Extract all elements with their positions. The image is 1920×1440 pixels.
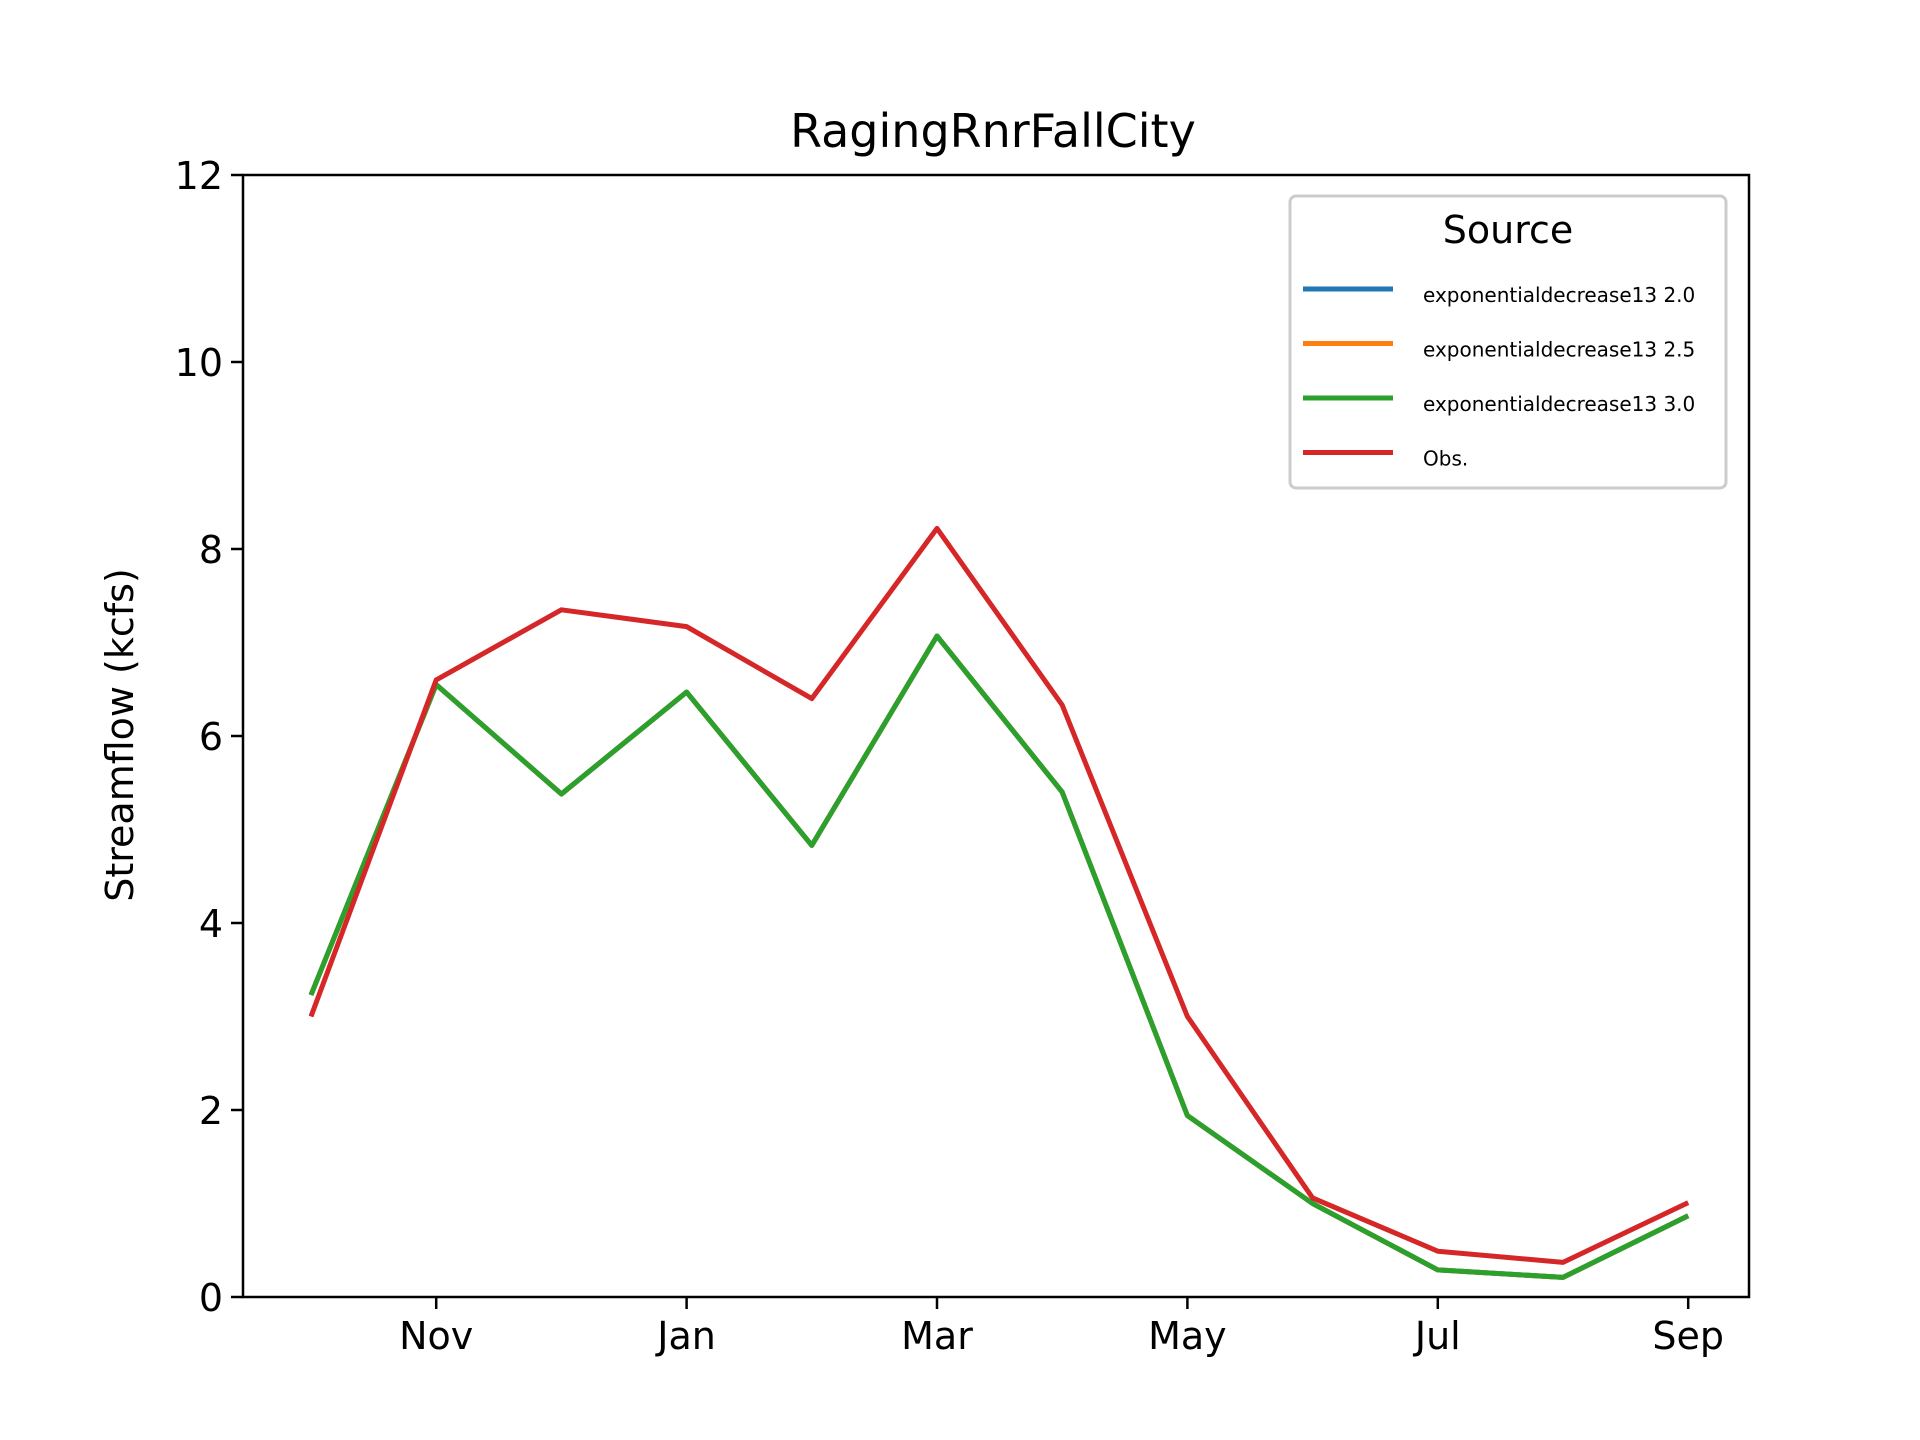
- legend-label: exponentialdecrease13 2.0: [1423, 283, 1695, 307]
- x-tick-label: Jan: [655, 1314, 716, 1358]
- x-tick-label: May: [1148, 1314, 1227, 1358]
- y-tick-label: 2: [199, 1089, 223, 1133]
- chart-title: RagingRnrFallCity: [790, 104, 1196, 158]
- legend-label: exponentialdecrease13 3.0: [1423, 392, 1695, 416]
- x-tick-label: Jul: [1413, 1314, 1461, 1358]
- y-tick-label: 0: [199, 1276, 223, 1320]
- legend-label: Obs.: [1423, 447, 1468, 471]
- plot-frame: [241, 173, 1751, 1299]
- x-tick-label: Mar: [901, 1314, 973, 1358]
- legend-box: [1288, 194, 1728, 490]
- y-tick-label: 8: [199, 528, 223, 572]
- y-tick-label: 6: [199, 715, 223, 759]
- y-tick-label: 10: [175, 341, 223, 385]
- y-tick-label: 4: [199, 902, 223, 946]
- x-tick-label: Nov: [399, 1314, 473, 1358]
- axis-ticks: 0 2 4 6 8 10 12 Nov Jan Mar May Jul Sep: [175, 154, 1724, 1358]
- legend-title: Source: [1443, 208, 1574, 252]
- legend-entries: exponentialdecrease13 2.0 exponentialdecr…: [1303, 283, 1695, 471]
- legend-label: exponentialdecrease13 2.5: [1423, 338, 1695, 362]
- y-tick-label: 12: [175, 154, 223, 198]
- series-line-2: [308, 633, 1690, 1280]
- series-lines: [308, 525, 1690, 1280]
- y-axis-label: Streamflow (kcfs): [98, 568, 142, 902]
- x-tick-label: Sep: [1652, 1314, 1724, 1358]
- series-line-3: [308, 525, 1690, 1265]
- legend: Source exponentialdecrease13 2.0exponent…: [1288, 194, 1728, 490]
